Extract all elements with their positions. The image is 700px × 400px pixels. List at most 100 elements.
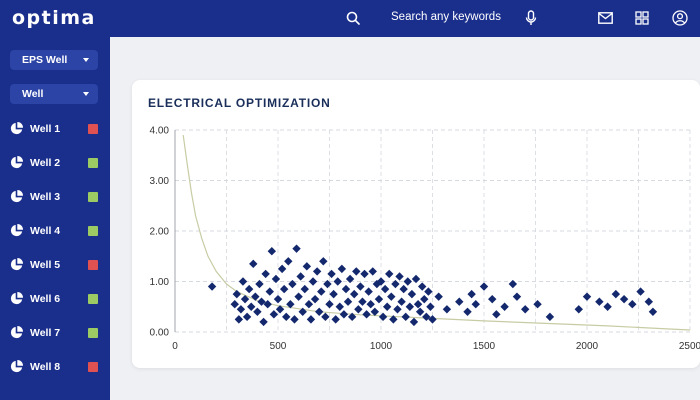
data-point <box>273 294 283 304</box>
sidebar-item-well-3[interactable]: Well 3 <box>0 185 110 209</box>
y-tick-label: 2.00 <box>150 227 170 238</box>
data-point <box>366 300 375 309</box>
data-point <box>321 312 330 322</box>
status-badge <box>88 226 98 236</box>
x-tick-label: 1000 <box>370 341 393 352</box>
data-point <box>360 269 369 279</box>
grid-icon[interactable] <box>635 11 649 25</box>
data-point <box>350 289 359 299</box>
data-point <box>257 297 266 306</box>
data-point <box>261 269 270 279</box>
data-point <box>364 287 373 296</box>
data-point <box>249 259 258 269</box>
data-point <box>382 302 392 311</box>
sidebar-item-well-4[interactable]: Well 4 <box>0 219 110 243</box>
data-point <box>310 294 320 304</box>
data-point <box>399 284 408 294</box>
sidebar-item-label: Well 2 <box>30 157 61 169</box>
data-point <box>380 284 390 294</box>
data-point <box>545 312 555 322</box>
data-point <box>619 294 629 304</box>
data-point <box>512 292 522 301</box>
sidebar-item-label: Well 8 <box>30 361 61 373</box>
header: Search any keywords <box>110 0 700 37</box>
data-point <box>442 305 452 314</box>
data-point <box>339 310 349 319</box>
search-icon[interactable] <box>346 11 360 25</box>
data-point <box>315 307 324 316</box>
data-point <box>422 312 431 322</box>
sidebar-item-well-2[interactable]: Well 2 <box>0 151 110 175</box>
card-title: ELECTRICAL OPTIMIZATION <box>148 96 331 110</box>
data-point <box>302 262 312 271</box>
eps-well-dropdown[interactable]: EPS Well <box>10 50 98 70</box>
data-point <box>312 267 322 276</box>
search-input[interactable]: Search any keywords <box>391 11 501 23</box>
data-point <box>403 277 412 286</box>
data-point <box>378 312 388 322</box>
data-point <box>463 307 472 316</box>
x-tick-label: 1500 <box>473 341 496 352</box>
data-point <box>329 289 338 299</box>
data-point <box>374 294 384 304</box>
data-point <box>323 279 332 289</box>
data-point <box>286 300 295 309</box>
data-point <box>595 297 604 306</box>
data-point <box>317 287 326 296</box>
data-point <box>277 264 287 274</box>
sidebar-item-well-7[interactable]: Well 7 <box>0 321 110 345</box>
data-point <box>405 302 415 311</box>
well-dropdown[interactable]: Well <box>10 84 98 104</box>
sidebar-item-label: Well 3 <box>30 191 61 203</box>
data-point <box>362 310 371 319</box>
user-icon[interactable] <box>672 10 688 26</box>
data-point <box>333 277 342 286</box>
sidebar-item-well-8[interactable]: Well 8 <box>0 355 110 379</box>
sidebar-item-well-6[interactable]: Well 6 <box>0 287 110 311</box>
status-badge <box>88 294 98 304</box>
status-badge <box>88 362 98 372</box>
data-point <box>354 305 363 314</box>
x-tick-label: 2000 <box>576 341 599 352</box>
chart-axes: 0.00 1.00 2.00 3.00 4.00 0 500 1000 1500 2000 2500 <box>150 126 700 353</box>
sidebar-item-well-1[interactable]: Well 1 <box>0 117 110 141</box>
data-point <box>275 305 285 314</box>
sidebar-item-well-5[interactable]: Well 5 <box>0 253 110 277</box>
data-point <box>521 305 530 314</box>
status-badge <box>88 124 98 134</box>
data-point <box>331 315 340 324</box>
data-point <box>385 269 394 279</box>
status-badge <box>88 328 98 338</box>
data-point <box>644 297 653 306</box>
data-point <box>234 315 244 324</box>
status-badge <box>88 158 98 168</box>
chevron-down-icon <box>83 58 89 62</box>
data-point <box>263 300 272 309</box>
sidebar-item-label: Well 5 <box>30 259 61 271</box>
data-point <box>265 287 274 296</box>
data-point <box>424 287 433 296</box>
data-point <box>269 310 279 319</box>
data-point <box>253 307 262 316</box>
mail-icon[interactable] <box>598 12 613 24</box>
data-point <box>259 317 268 327</box>
trend-curve <box>182 135 691 331</box>
data-point <box>255 279 264 289</box>
data-point <box>207 282 217 291</box>
mic-icon[interactable] <box>525 10 537 26</box>
data-point <box>401 312 410 322</box>
data-point <box>358 297 367 306</box>
pie-chart-icon <box>10 360 23 373</box>
data-point <box>603 302 612 311</box>
pie-chart-icon <box>10 122 23 135</box>
data-point <box>391 279 400 289</box>
data-point <box>415 307 425 316</box>
sidebar-item-label: Well 7 <box>30 327 61 339</box>
app-logo[interactable]: optima <box>12 7 96 29</box>
status-badge <box>88 260 98 270</box>
chart-trend-curve <box>182 135 691 331</box>
data-point <box>407 289 417 299</box>
data-point <box>279 284 289 294</box>
data-point <box>368 267 377 276</box>
data-point <box>308 277 318 286</box>
